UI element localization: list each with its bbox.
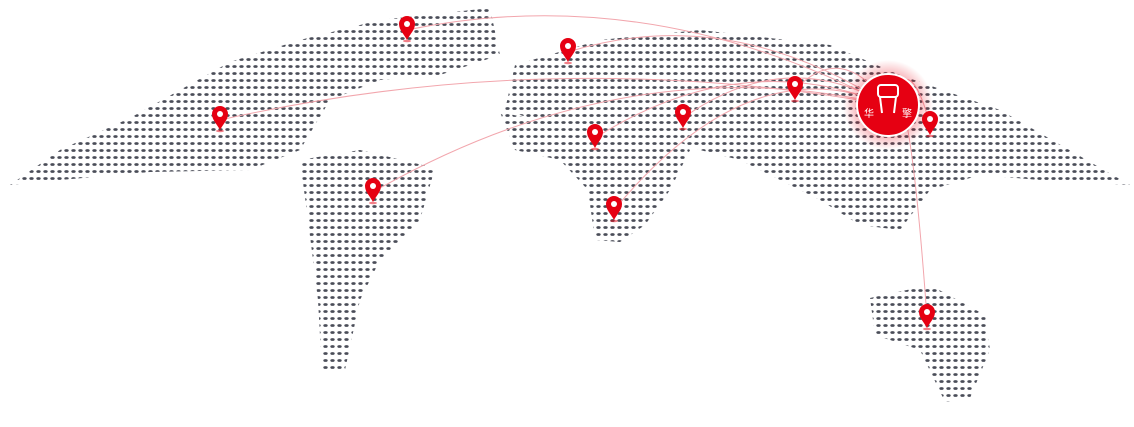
arc-north-america-north: [406, 15, 889, 106]
location-pins: [212, 16, 938, 331]
arc-south-america: [372, 87, 889, 193]
pin-icon-north-america-north[interactable]: [399, 16, 415, 43]
pin-icon-middle-east[interactable]: [675, 104, 691, 131]
pin-icon-north-america[interactable]: [212, 106, 228, 133]
pin-icon-africa-south[interactable]: [606, 196, 622, 223]
pin-icon-australia[interactable]: [919, 304, 935, 331]
arc-europe-west: [567, 35, 889, 106]
fist-icon: [877, 84, 899, 114]
pin-icon-africa-west[interactable]: [587, 124, 603, 151]
continents: [10, 8, 1130, 402]
pin-icon-south-america[interactable]: [365, 178, 381, 205]
pin-icon-central-asia[interactable]: [787, 76, 803, 103]
south-america: [300, 150, 435, 372]
pin-icon-europe-west[interactable]: [560, 38, 576, 65]
logo-char-left: 华: [864, 107, 874, 120]
north-america: [10, 8, 500, 185]
australia: [870, 285, 990, 402]
africa: [500, 112, 690, 242]
hub-logo: 华 擎: [843, 60, 933, 150]
logo-char-right: 擎: [902, 107, 912, 120]
